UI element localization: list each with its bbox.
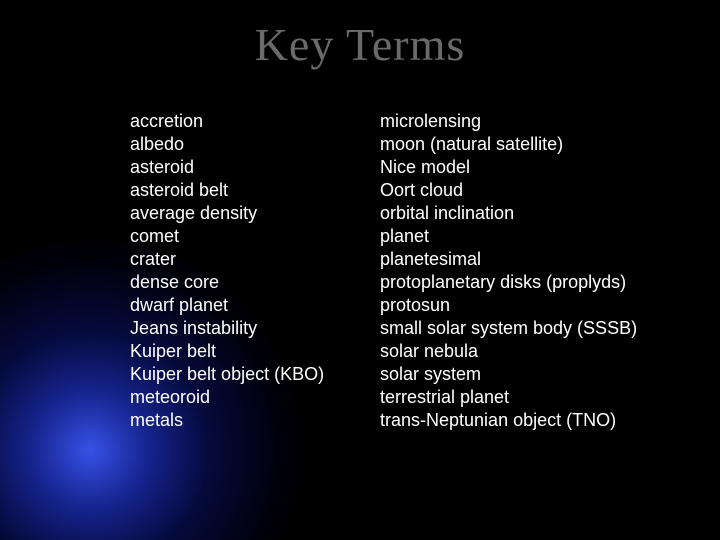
term-item: Oort cloud	[380, 179, 680, 202]
term-item: comet	[130, 225, 380, 248]
term-item: small solar system body (SSSB)	[380, 317, 680, 340]
term-item: planetesimal	[380, 248, 680, 271]
term-item: albedo	[130, 133, 380, 156]
term-item: solar system	[380, 363, 680, 386]
term-item: trans-Neptunian object (TNO)	[380, 409, 680, 432]
term-item: Kuiper belt	[130, 340, 380, 363]
term-item: microlensing	[380, 110, 680, 133]
term-item: moon (natural satellite)	[380, 133, 680, 156]
term-item: orbital inclination	[380, 202, 680, 225]
term-item: meteoroid	[130, 386, 380, 409]
term-item: protosun	[380, 294, 680, 317]
term-item: Jeans instability	[130, 317, 380, 340]
term-item: dwarf planet	[130, 294, 380, 317]
term-item: Kuiper belt object (KBO)	[130, 363, 380, 386]
term-item: Nice model	[380, 156, 680, 179]
terms-column-right: microlensing moon (natural satellite) Ni…	[380, 110, 680, 432]
term-item: asteroid	[130, 156, 380, 179]
term-item: asteroid belt	[130, 179, 380, 202]
term-item: average density	[130, 202, 380, 225]
term-item: terrestrial planet	[380, 386, 680, 409]
terms-column-left: accretion albedo asteroid asteroid belt …	[130, 110, 380, 432]
content-area: accretion albedo asteroid asteroid belt …	[0, 110, 720, 432]
slide: Key Terms accretion albedo asteroid aste…	[0, 0, 720, 540]
term-item: planet	[380, 225, 680, 248]
term-item: accretion	[130, 110, 380, 133]
term-item: dense core	[130, 271, 380, 294]
term-item: protoplanetary disks (proplyds)	[380, 271, 680, 294]
slide-title: Key Terms	[0, 18, 720, 71]
term-item: crater	[130, 248, 380, 271]
term-item: solar nebula	[380, 340, 680, 363]
term-item: metals	[130, 409, 380, 432]
